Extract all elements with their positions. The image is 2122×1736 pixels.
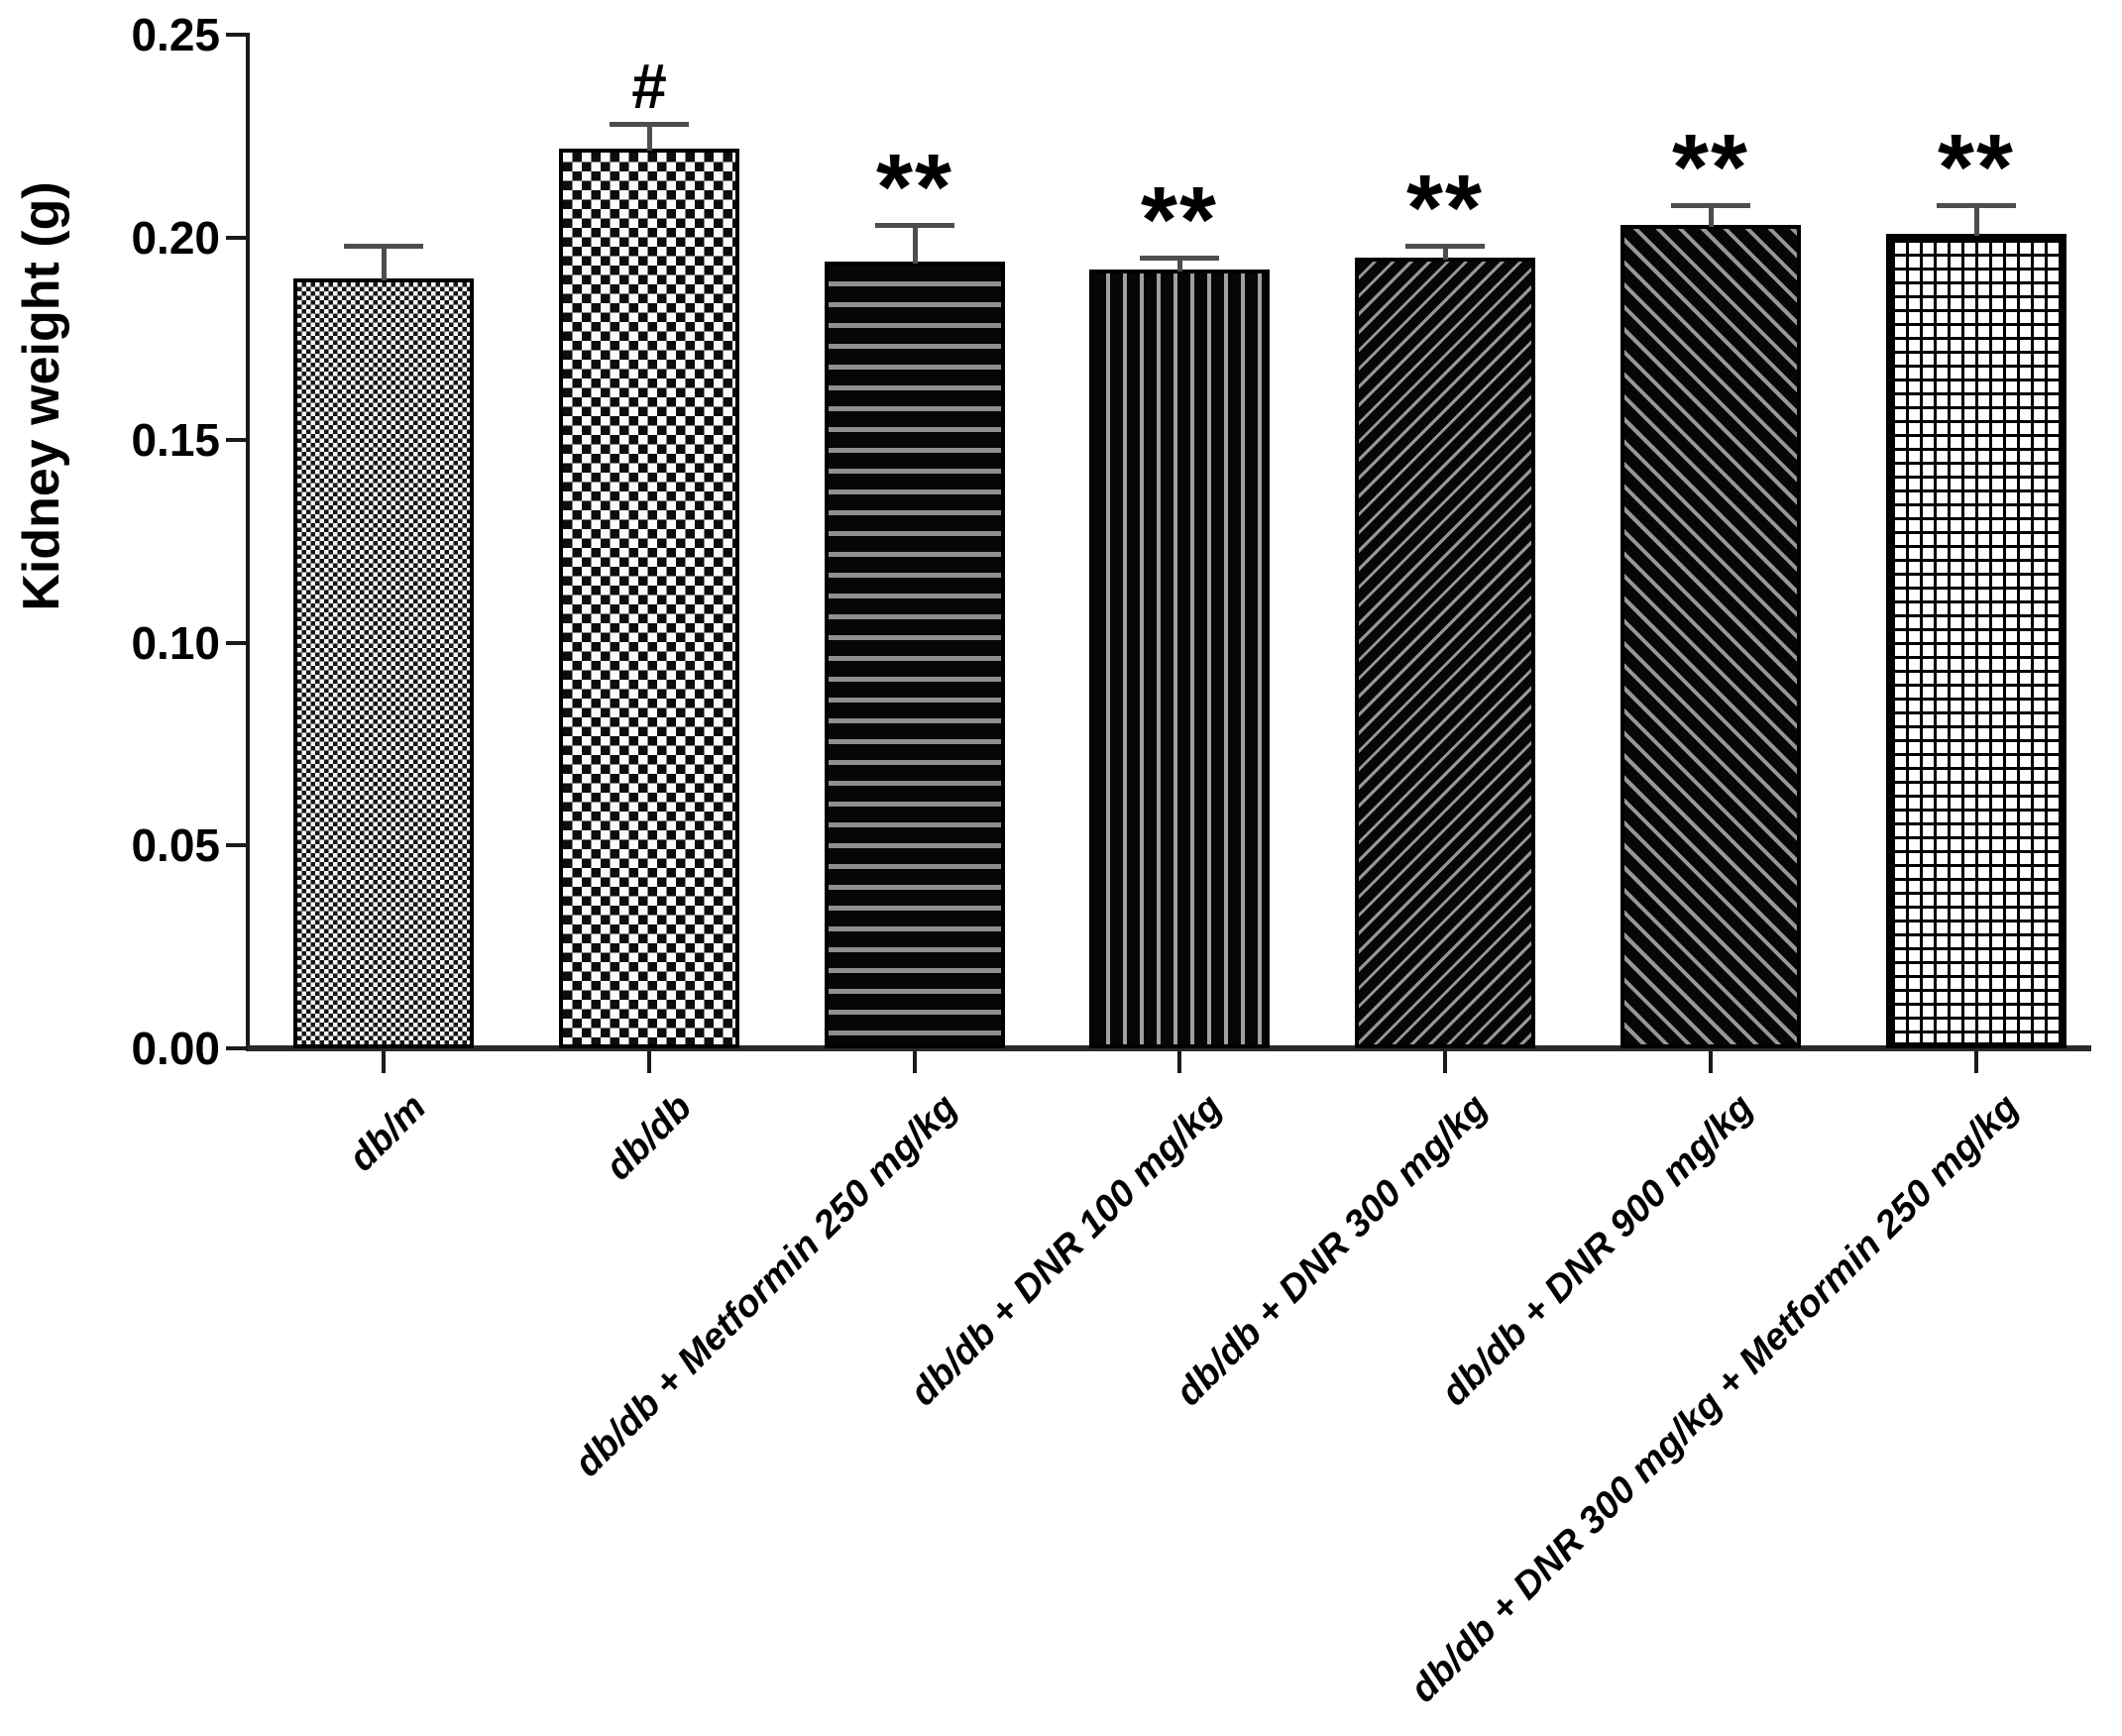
error-bar-stem-1 (382, 245, 387, 280)
significance-annotation-4: ** (1141, 167, 1218, 273)
error-bar-stem-5 (1443, 245, 1448, 261)
error-bar-stem-6 (1709, 204, 1714, 228)
significance-annotation-5: ** (1406, 155, 1484, 261)
error-bar-cap-1 (344, 243, 423, 249)
y-tick-label-0.10: 0.10 (131, 616, 220, 669)
significance-annotation-2: # (631, 51, 667, 123)
x-tick-6 (1709, 1051, 1713, 1073)
bar-6 (1620, 225, 1801, 1048)
significance-annotation-3: ** (876, 135, 953, 241)
error-bar-cap-6 (1671, 202, 1750, 208)
error-bar-stem-2 (647, 124, 652, 151)
x-tick-1 (382, 1051, 386, 1073)
x-tick-2 (647, 1051, 651, 1073)
significance-annotation-6: ** (1672, 114, 1749, 220)
y-tick-label-0.00: 0.00 (131, 1023, 220, 1074)
error-bar-cap-7 (1937, 202, 2016, 208)
error-bar-cap-4 (1140, 256, 1219, 262)
bar-7 (1886, 233, 2066, 1048)
y-tick-0.10 (226, 640, 248, 645)
error-bar-stem-7 (1974, 204, 1979, 236)
y-tick-0.05 (226, 843, 248, 848)
y-tick-label-0.20: 0.20 (131, 211, 220, 264)
y-tick-0.25 (226, 33, 248, 37)
error-bar-cap-2 (610, 122, 689, 128)
x-tick-5 (1443, 1051, 1447, 1073)
error-bar-cap-3 (875, 223, 954, 229)
bar-1 (293, 277, 474, 1048)
y-tick-0.20 (226, 235, 248, 240)
y-tick-0.00 (226, 1046, 248, 1050)
error-bar-stem-3 (913, 225, 918, 265)
x-tick-7 (1974, 1051, 1978, 1073)
significance-annotation-7: ** (1938, 114, 2015, 220)
bar-4 (1089, 270, 1270, 1048)
y-tick-label-0.25: 0.25 (131, 9, 220, 60)
error-bar-stem-4 (1177, 258, 1182, 272)
bar-5 (1355, 258, 1535, 1048)
y-tick-label-0.15: 0.15 (131, 414, 220, 467)
y-tick-label-0.05: 0.05 (131, 819, 220, 872)
bar-3 (825, 262, 1005, 1048)
bar-2 (559, 148, 739, 1048)
y-axis-line (246, 33, 250, 1050)
x-axis-line (246, 1045, 2091, 1051)
x-tick-4 (1177, 1051, 1181, 1073)
x-tick-3 (913, 1051, 917, 1073)
error-bar-cap-5 (1405, 243, 1485, 249)
y-tick-0.15 (226, 438, 248, 443)
